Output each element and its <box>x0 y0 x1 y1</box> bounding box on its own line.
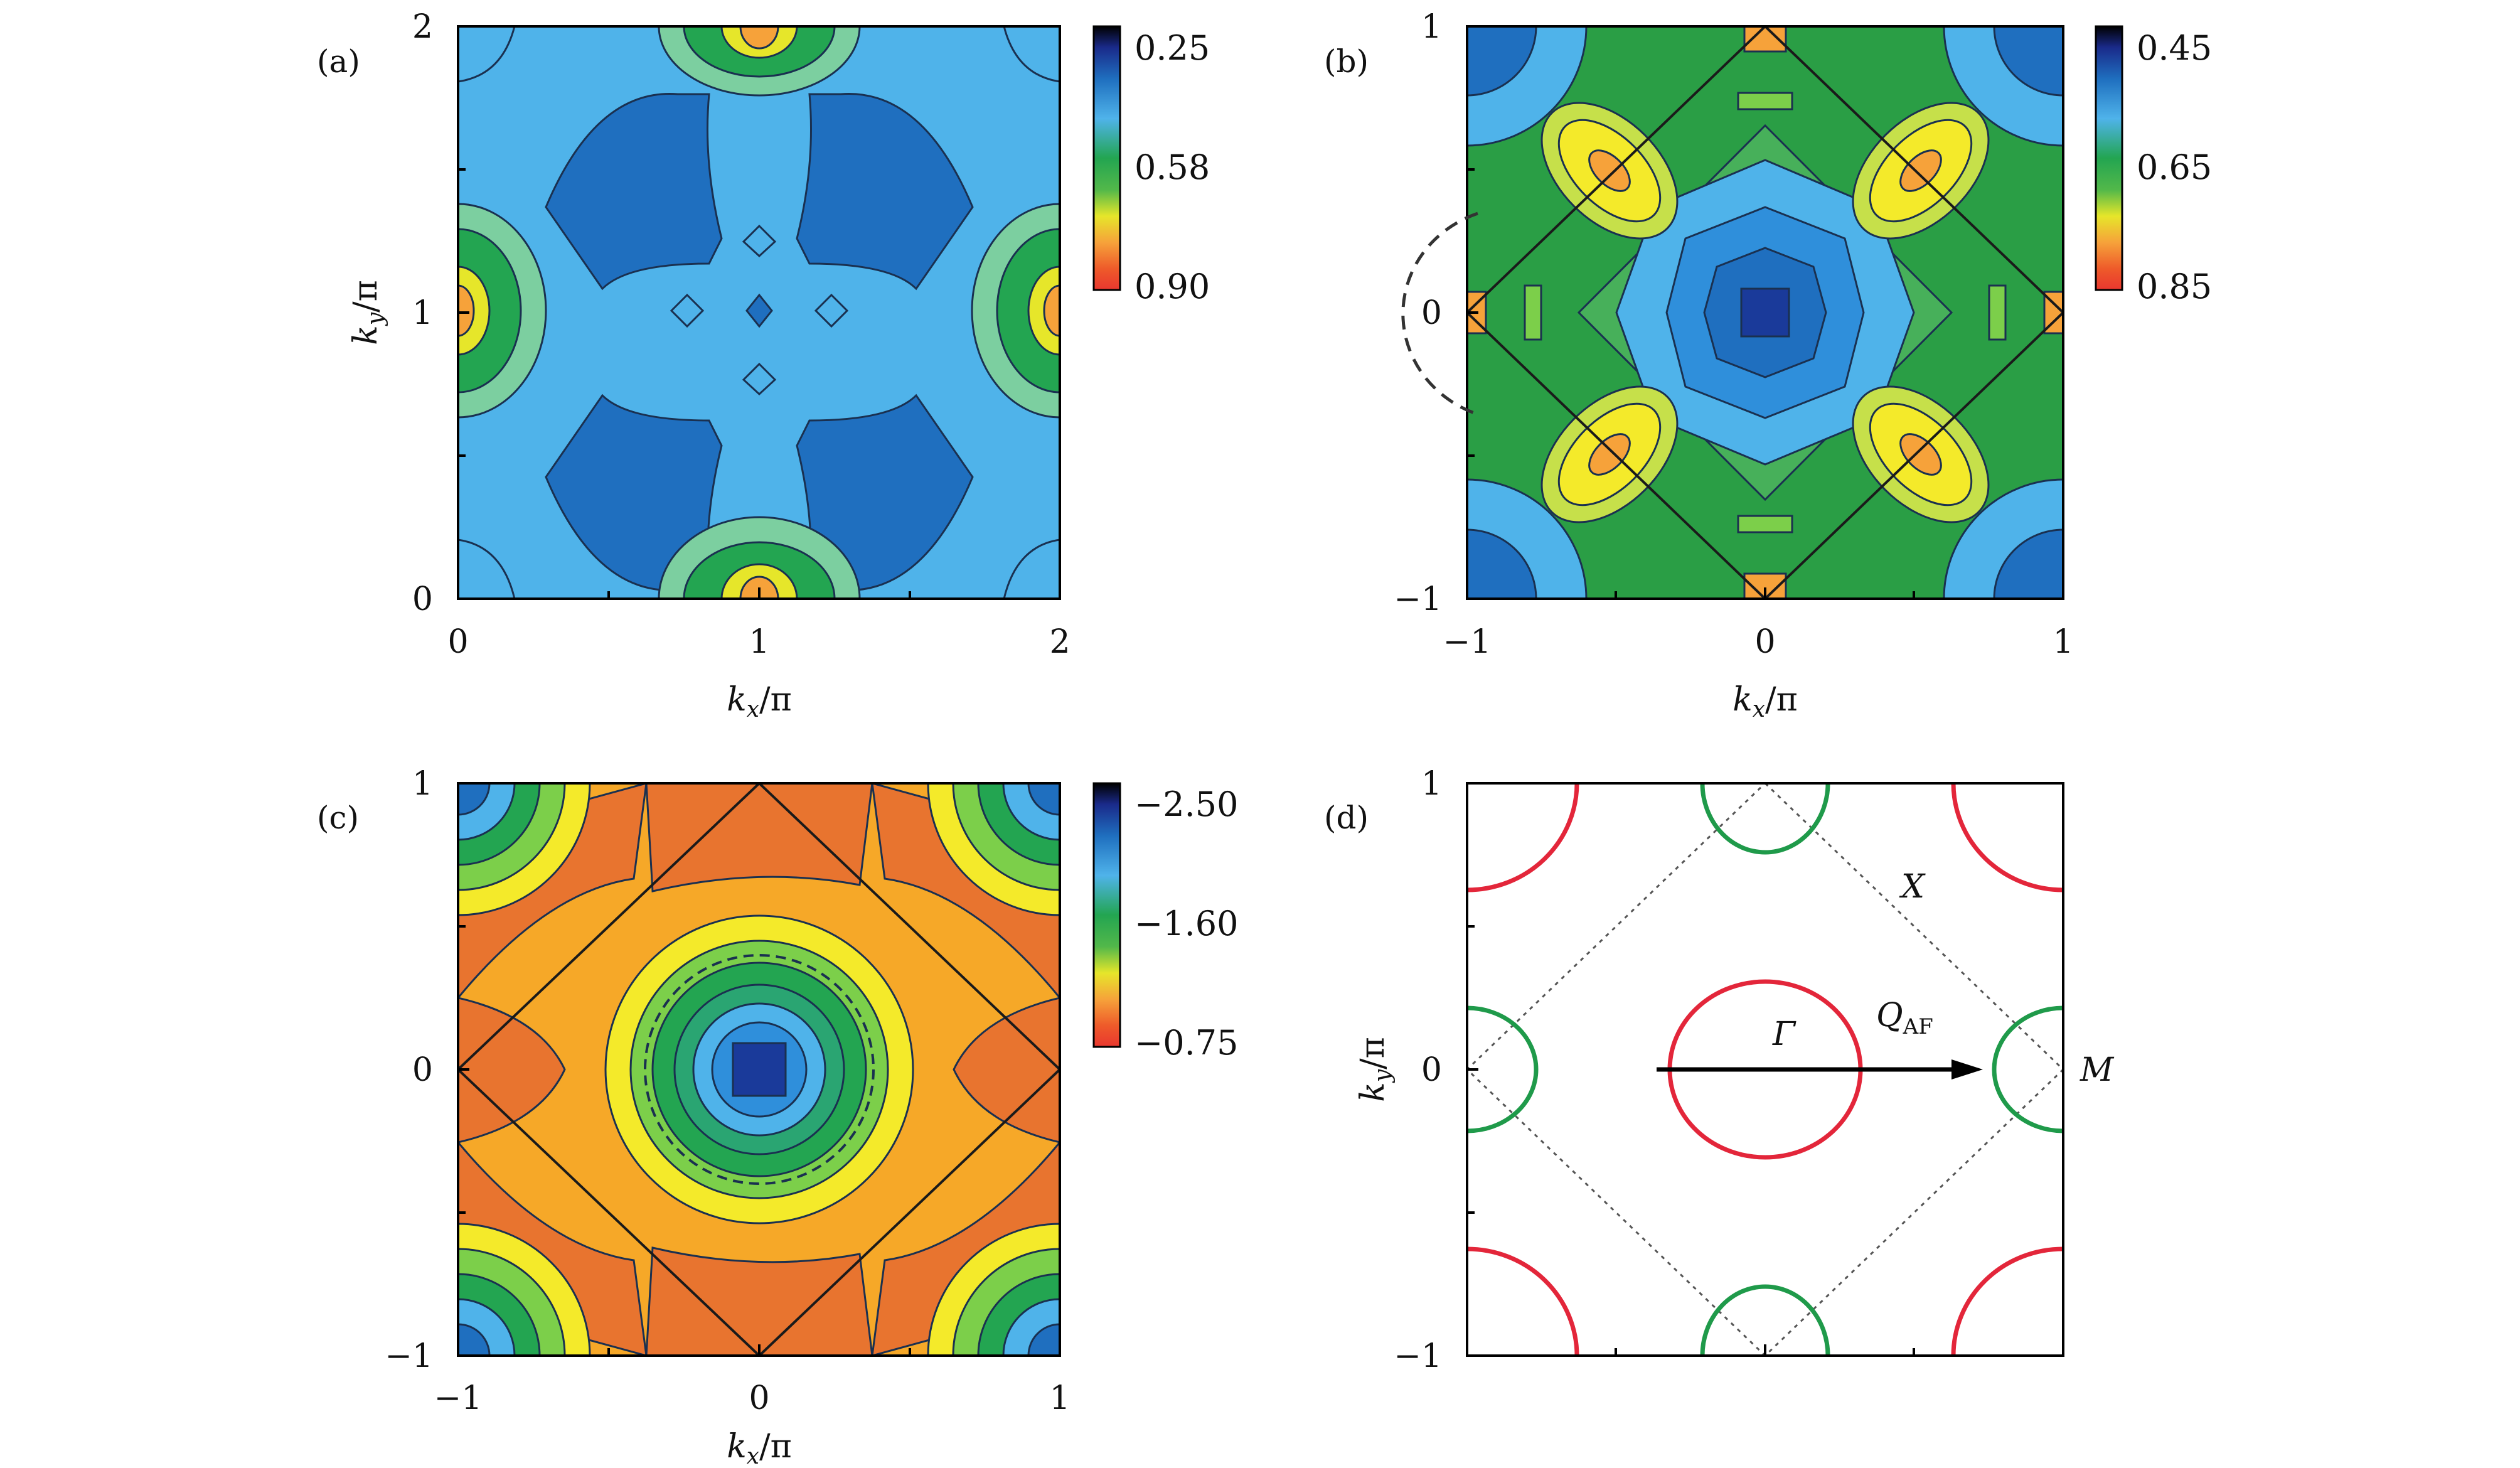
panel-a-contour <box>458 26 516 83</box>
panel-a-xtick-2: 2 <box>1049 623 1070 661</box>
panel-c-ticks <box>457 782 1061 1357</box>
panel-a-cbar-tick: 0.25 <box>1135 28 1210 68</box>
panel-a-ytick-2: 2 <box>412 8 433 46</box>
panel-b-cbar-tick: 0.85 <box>2137 267 2212 306</box>
panel-b-xtick-2: 1 <box>2053 623 2073 661</box>
panel-c-corner <box>458 1223 591 1356</box>
panel-d-zone-boundary <box>1467 783 2063 1356</box>
panel-b-heatmap <box>1467 26 2063 599</box>
panel-d-plot <box>1467 783 2063 1356</box>
panel-a-ylabel: ky/π <box>347 280 388 345</box>
panel-c-corner <box>458 783 591 916</box>
panel-b-lobe <box>1540 385 1679 523</box>
panel-b-ytick-1: 0 <box>1421 294 1442 332</box>
panel-c-ytick-1: 0 <box>412 1051 433 1089</box>
panel-c: (c) <box>317 765 1238 1468</box>
panel-b-ticks <box>1466 25 2064 600</box>
panel-c-ytick-2: 1 <box>412 765 433 803</box>
panel-a-contour <box>670 293 705 328</box>
panel-a-contour <box>814 293 849 328</box>
panel-a-colorbar: 0.25 0.58 0.90 <box>1092 25 1210 306</box>
panel-a-low-region <box>796 93 974 291</box>
panel-d-electron-pocket <box>1992 1005 2063 1133</box>
panel-d-ylabel: ky/π <box>1354 1037 1396 1102</box>
panel-d: (d) −1 <box>1324 765 2115 1375</box>
panel-b-lobe <box>1852 385 1990 523</box>
panel-a-cbar-tick: 0.90 <box>1135 267 1210 306</box>
panel-a-low-region <box>796 394 974 591</box>
panel-a-heatmap <box>458 26 1060 599</box>
panel-d-ytick-2: 1 <box>1421 765 1442 803</box>
panel-b-ytick-0: −1 <box>1394 581 1442 618</box>
panel-d-label-X: X <box>1899 868 1926 906</box>
panel-a-ticks <box>457 25 1061 600</box>
panel-a-peak-left <box>458 203 547 419</box>
panel-b-lobe <box>1852 102 1990 240</box>
panel-d-label-M: M <box>2080 1051 2115 1089</box>
panel-b-cbar-tick: 0.45 <box>2137 28 2212 68</box>
panel-d-label-qaf: QAF <box>1876 997 1933 1039</box>
panel-c-xtick-1: 0 <box>749 1380 769 1417</box>
panel-b-colorbar: 0.45 0.65 0.85 <box>2095 25 2212 306</box>
panel-c-cbar-tick: −1.60 <box>1135 904 1238 943</box>
panel-a-peak-bottom <box>658 516 861 599</box>
panel-c-corner <box>927 1223 1060 1356</box>
panel-d-ytick-0: −1 <box>1394 1337 1442 1375</box>
panel-d-electron-pocket <box>1700 1284 1830 1356</box>
panel-b-tag: (b) <box>1324 43 1369 80</box>
panel-d-q-arrowhead <box>1951 1059 1983 1080</box>
panel-a-contour <box>1003 538 1060 599</box>
panel-a-contour <box>458 538 516 599</box>
panel-d-electron-pocket <box>1467 1005 1539 1133</box>
panel-b-xtick-1: 0 <box>1754 623 1775 661</box>
panel-a-xtick-0: 0 <box>447 623 468 661</box>
panel-d-electron-pocket <box>1700 783 1830 855</box>
panel-a-xtick-1: 1 <box>749 623 769 661</box>
panel-a-peak-top <box>658 26 861 97</box>
panel-c-colorbar: −2.50 −1.60 −0.75 <box>1092 782 1238 1063</box>
panel-a-peak-right <box>971 203 1060 419</box>
panel-c-xtick-2: 1 <box>1049 1380 1070 1417</box>
panel-c-tag: (c) <box>317 800 359 836</box>
panel-c-center-pocket <box>604 914 914 1224</box>
panel-b-lobe <box>1540 102 1679 240</box>
panel-a-contour <box>742 362 777 396</box>
panel-a-ytick-0: 0 <box>412 581 433 618</box>
panel-a-tag: (a) <box>317 43 360 80</box>
panel-c-corner <box>927 783 1060 916</box>
panel-d-label-gamma: Γ <box>1772 1015 1797 1053</box>
panel-c-dashed-circle <box>644 954 875 1185</box>
panel-a: (a) <box>317 8 1210 722</box>
panel-a-xlabel: kx/π <box>727 681 792 722</box>
panel-b: (b) <box>1324 8 2212 722</box>
panel-c-xlabel: kx/π <box>727 1428 792 1468</box>
panel-d-ticks <box>1466 782 2064 1357</box>
panel-a-center-dip <box>745 293 773 328</box>
panel-c-cbar-tick: −2.50 <box>1135 785 1238 824</box>
panel-b-cbar-tick: 0.65 <box>2137 147 2212 187</box>
panel-b-xlabel: kx/π <box>1732 681 1798 722</box>
panel-c-xtick-0: −1 <box>434 1380 483 1417</box>
panel-c-heatmap <box>458 783 1060 1356</box>
panel-b-xtick-0: −1 <box>1443 623 1492 661</box>
panel-d-ytick-1: 0 <box>1421 1051 1442 1089</box>
panel-a-contour <box>742 224 777 258</box>
panel-d-tag: (d) <box>1324 800 1369 836</box>
panel-b-center <box>1740 287 1790 338</box>
panel-a-ytick-1: 1 <box>412 294 433 332</box>
panel-a-cbar-tick: 0.58 <box>1135 147 1210 187</box>
panel-b-zone-boundary <box>1467 26 2063 599</box>
panel-b-dashed-arc <box>1401 212 1478 416</box>
panel-a-contour <box>1003 26 1060 83</box>
panel-c-zone-boundary <box>458 783 1060 1356</box>
panel-c-cbar-tick: −0.75 <box>1135 1023 1238 1063</box>
panel-b-ytick-2: 1 <box>1421 8 1442 46</box>
panel-a-low-region <box>545 93 723 291</box>
panel-c-ytick-0: −1 <box>385 1337 433 1375</box>
